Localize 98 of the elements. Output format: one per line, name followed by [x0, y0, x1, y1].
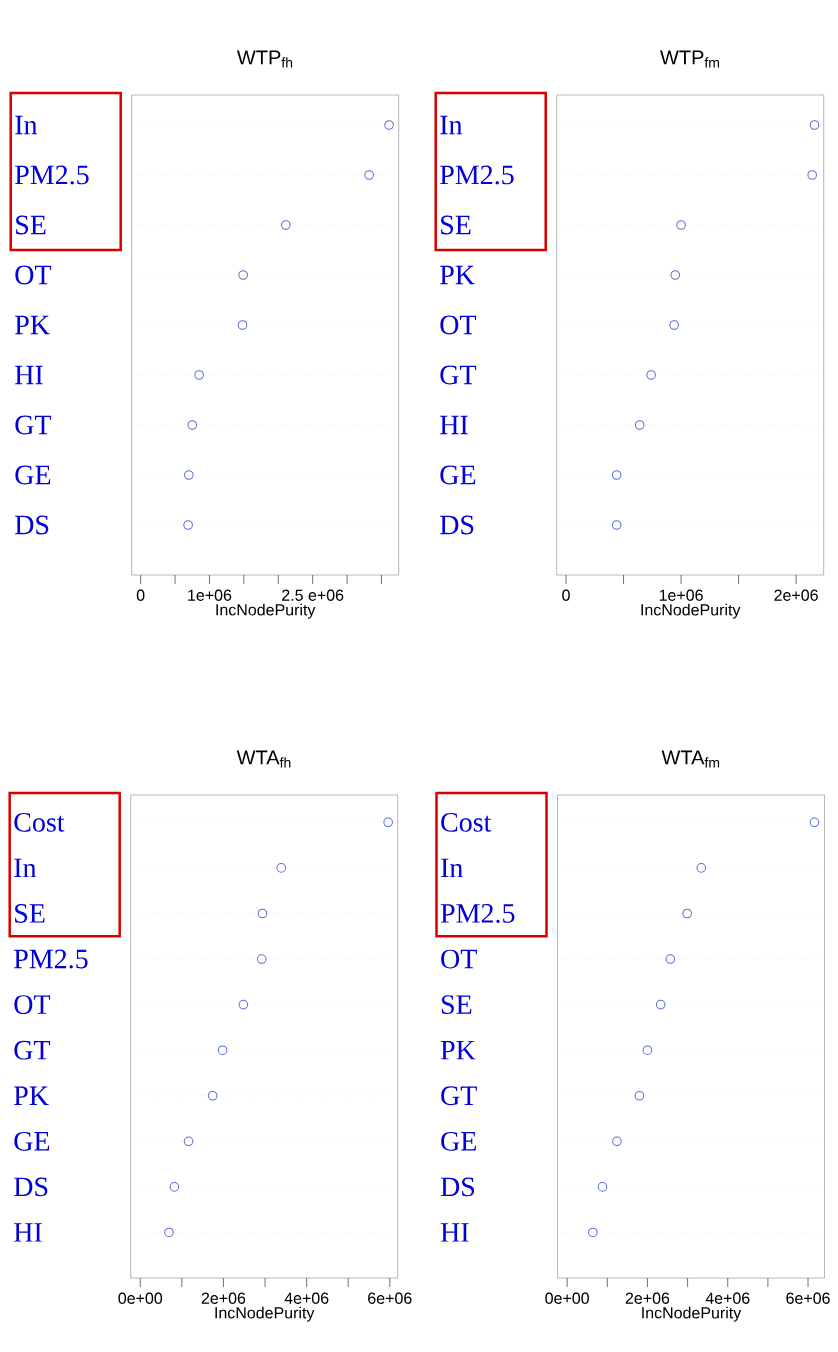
y-tick-label: DS [440, 515, 474, 535]
x-tick-label: 0 [136, 589, 145, 601]
y-tick-label: DS [14, 1177, 48, 1197]
point [184, 470, 194, 480]
point [207, 1090, 218, 1101]
chart-title: WTP$_{fm}$ [660, 50, 720, 68]
point [612, 1136, 622, 1147]
point [597, 1182, 608, 1192]
x-tick-label: 0e+00 [545, 1292, 589, 1304]
x-tick-label: 4e+06 [705, 1292, 750, 1304]
y-tick-label: OT [14, 995, 51, 1015]
x-tick-label: 1e+06 [659, 589, 703, 601]
point [384, 120, 394, 130]
point [588, 1227, 598, 1238]
point [164, 1227, 174, 1238]
point [383, 817, 393, 828]
x-tick-label: 1e+06 [188, 589, 232, 601]
y-tick-label: HI [14, 1223, 42, 1242]
point [194, 370, 204, 380]
y-tick-label: OT [441, 949, 477, 969]
y-tick-label: PM2.5 [440, 904, 515, 923]
x-axis-title: IncNodePurity [215, 1306, 315, 1322]
y-tick-label: PM2.5 [15, 165, 89, 185]
y-tick-label: Cost [14, 812, 65, 832]
y-tick-label: SE [441, 215, 471, 235]
point [183, 1136, 194, 1147]
y-tick-label: GE [15, 465, 51, 485]
chart-title: WTA$_{fm}$ [661, 750, 720, 768]
y-tick-label: GT [14, 1040, 51, 1060]
point [670, 270, 681, 280]
y-tick-label: GE [440, 465, 476, 485]
y-tick-label: OT [440, 315, 477, 335]
point [238, 270, 248, 280]
x-tick-label: 6e+06 [368, 1292, 412, 1304]
point [276, 863, 287, 873]
point [669, 320, 679, 330]
point [611, 470, 622, 480]
point [676, 220, 686, 230]
point [183, 520, 193, 530]
y-tick-label: Cost [441, 812, 492, 832]
x-axis-title: IncNodePurity [641, 603, 741, 619]
y-tick-label: In [441, 858, 463, 878]
x-tick-label: 2e+06 [774, 589, 818, 601]
point [238, 999, 249, 1010]
point [642, 1045, 653, 1055]
point [696, 863, 707, 873]
y-tick-label: DS [15, 515, 49, 535]
y-tick-label: In [440, 115, 463, 135]
y-tick-label: GE [441, 1131, 476, 1151]
y-tick-label: GT [441, 1086, 477, 1106]
y-tick-label: GE [14, 1131, 50, 1151]
point [611, 520, 622, 530]
x-axis-title: IncNodePurity [642, 1306, 742, 1322]
point [187, 420, 198, 430]
chart-title: WTP$_{fh}$ [236, 50, 293, 68]
point [655, 999, 666, 1010]
y-tick-label: HI [440, 1223, 469, 1242]
y-tick-label: SE [16, 215, 46, 235]
y-tick-label: PK [14, 1086, 49, 1105]
point [646, 370, 656, 380]
x-tick-label: 2e+06 [625, 1292, 670, 1304]
y-tick-label: OT [15, 265, 52, 285]
point [809, 817, 820, 828]
point [217, 1045, 228, 1055]
y-tick-label: In [14, 858, 37, 878]
y-tick-label: HI [15, 365, 43, 385]
point [634, 1090, 645, 1101]
point [281, 220, 291, 230]
y-tick-label: PK [440, 1041, 476, 1060]
x-tick-label: 2.5 e+06 [282, 589, 344, 601]
x-axis-title: IncNodePurity [216, 603, 316, 619]
x-tick-label: 4e+06 [284, 1292, 329, 1304]
x-tick-label: 6e+06 [786, 1292, 830, 1304]
y-tick-label: GT [440, 365, 477, 385]
y-tick-label: GT [15, 415, 52, 435]
point [634, 420, 645, 430]
point [257, 908, 268, 919]
x-tick-label: 0e+00 [118, 1292, 163, 1304]
y-tick-label: SE [15, 904, 45, 923]
y-tick-label: DS [440, 1177, 475, 1197]
y-tick-label: PK [15, 315, 50, 335]
y-tick-label: In [15, 115, 38, 135]
point [682, 908, 692, 919]
y-tick-label: PM2.5 [14, 949, 88, 969]
point [364, 170, 374, 180]
point [169, 1182, 180, 1192]
point [256, 954, 267, 964]
point [807, 170, 817, 180]
x-tick-label: 2e+06 [201, 1292, 246, 1304]
point [665, 954, 676, 964]
y-tick-label: HI [440, 415, 468, 435]
point [809, 120, 820, 130]
chart-title: WTA$_{fh}$ [236, 750, 291, 768]
y-tick-label: PK [440, 265, 475, 285]
y-tick-label: PM2.5 [440, 165, 514, 185]
point [237, 320, 248, 330]
y-tick-label: SE [441, 995, 472, 1015]
x-tick-label: 0 [562, 589, 570, 601]
